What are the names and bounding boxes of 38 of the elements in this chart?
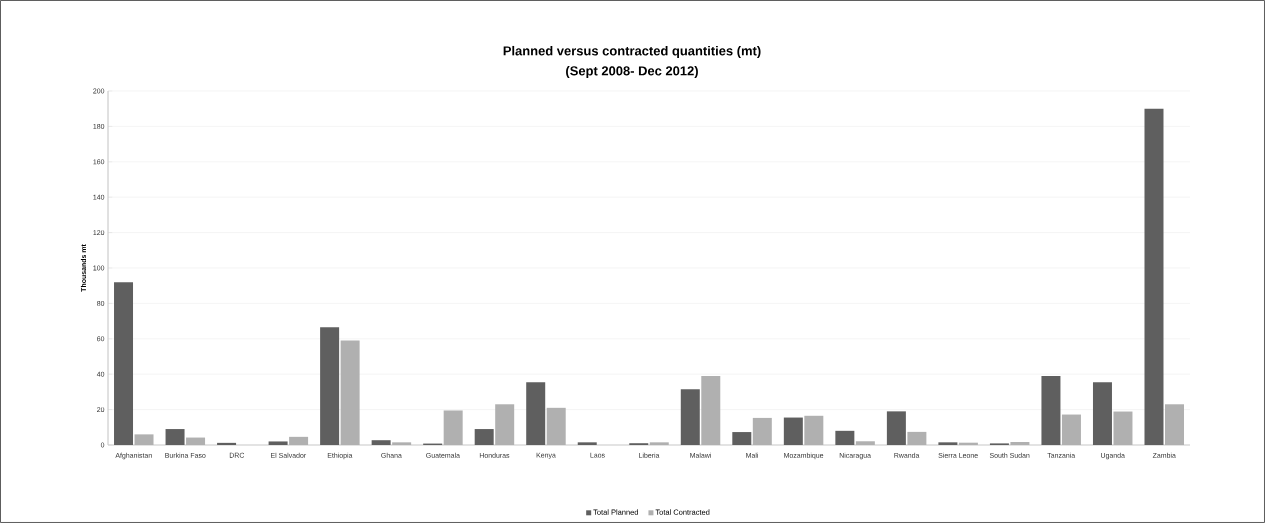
chart-subtitle: (Sept 2008- Dec 2012) (566, 65, 698, 79)
bar (443, 410, 463, 445)
bar (1144, 108, 1164, 445)
bar (1092, 382, 1112, 445)
bar (340, 340, 360, 445)
bar (1113, 411, 1133, 445)
bar (371, 440, 391, 445)
bar (886, 411, 906, 445)
bar (1061, 414, 1081, 445)
bar (783, 417, 803, 445)
bar (289, 436, 309, 445)
bar (392, 442, 412, 445)
bar (907, 431, 927, 445)
bar (114, 282, 134, 445)
bar (526, 382, 546, 445)
bar (320, 327, 340, 445)
bar (649, 442, 669, 445)
bar (1010, 441, 1030, 445)
bar (546, 407, 566, 445)
bar (1041, 375, 1061, 445)
bar (217, 442, 237, 445)
chart-title: Planned versus contracted quantities (mt) (503, 45, 761, 59)
bar (732, 432, 752, 445)
bar (577, 442, 597, 445)
bar (495, 404, 515, 445)
bar (680, 389, 700, 445)
bar (268, 441, 288, 445)
bar (134, 434, 154, 445)
bar (701, 375, 721, 445)
bar (165, 429, 185, 445)
bar (752, 417, 772, 445)
bar (186, 437, 206, 445)
bar (855, 441, 875, 445)
bar (1165, 404, 1184, 445)
bar (938, 442, 958, 445)
bar (474, 429, 494, 445)
bar (804, 415, 824, 445)
bar (835, 430, 855, 445)
